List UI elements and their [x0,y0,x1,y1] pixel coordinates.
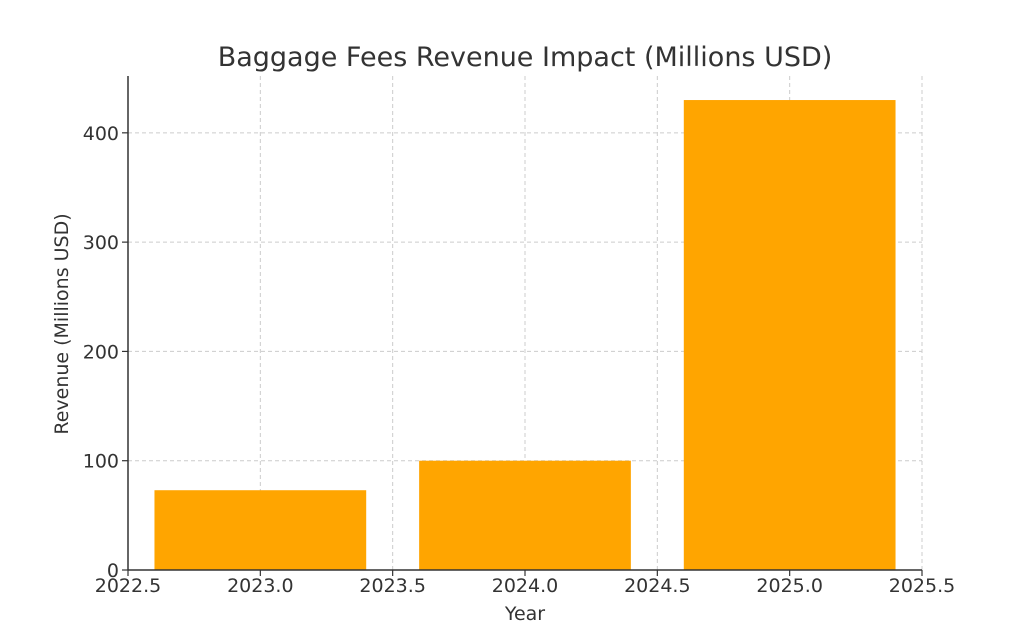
tick-labels: 2022.5 2023.0 2023.5 2024.0 2024.5 2025.0 2025… [83,123,956,597]
y-axis-label: Revenue (Millions USD) [51,213,73,434]
x-axis-label: Year [504,603,545,625]
x-tick-label: 2025.5 [889,575,955,597]
bar [683,100,896,570]
x-tick-label: 2022.5 [95,575,161,597]
bars [154,100,896,570]
chart-title: Baggage Fees Revenue Impact (Millions US… [218,42,833,73]
axes [122,76,923,576]
y-tick-label: 100 [83,451,119,473]
bar [154,490,367,570]
x-tick-label: 2024.0 [492,575,558,597]
x-tick-label: 2023.5 [359,575,425,597]
x-tick-label: 2023.0 [227,575,293,597]
x-tick-label: 2024.5 [624,575,690,597]
y-tick-label: 0 [107,560,119,582]
y-tick-label: 200 [83,341,119,363]
y-tick-label: 400 [83,123,119,145]
y-tick-label: 300 [83,232,119,254]
bar [419,460,631,570]
x-tick-label: 2025.0 [756,575,822,597]
